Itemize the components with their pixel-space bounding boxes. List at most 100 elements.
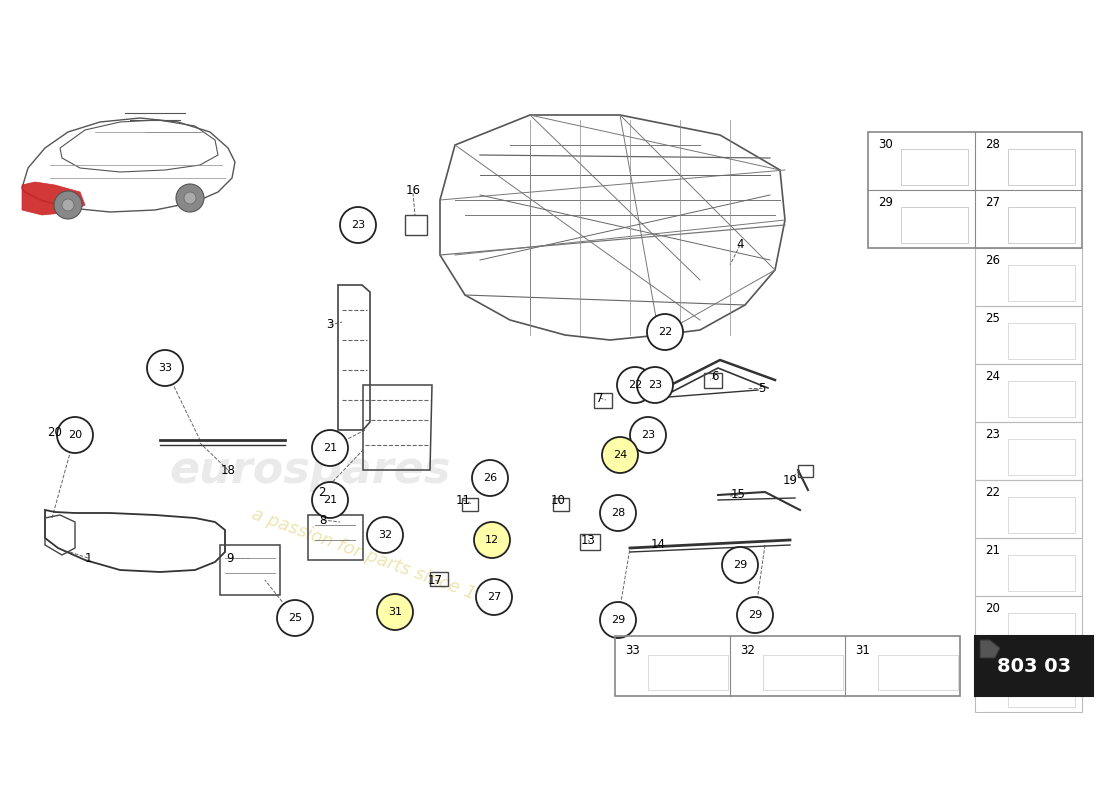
Circle shape: [647, 314, 683, 350]
Bar: [1008, 149, 1075, 185]
Bar: [975, 636, 1093, 696]
Text: 30: 30: [879, 138, 893, 150]
Circle shape: [600, 602, 636, 638]
Bar: [594, 393, 612, 408]
Text: 5: 5: [758, 382, 766, 394]
Text: 21: 21: [323, 495, 337, 505]
Text: 22: 22: [628, 380, 642, 390]
Text: 13: 13: [581, 534, 595, 546]
Text: 23: 23: [986, 427, 1000, 441]
Text: 19: 19: [782, 474, 797, 486]
Circle shape: [184, 192, 196, 204]
Text: 29: 29: [748, 610, 762, 620]
Circle shape: [617, 367, 653, 403]
Text: 803 03: 803 03: [997, 657, 1071, 675]
Text: 20: 20: [47, 426, 63, 438]
Polygon shape: [980, 640, 1000, 658]
Text: eurospares: eurospares: [169, 449, 451, 491]
Text: 3: 3: [327, 318, 333, 331]
Bar: [901, 149, 968, 185]
Text: 29: 29: [733, 560, 747, 570]
Circle shape: [737, 597, 773, 633]
Bar: [975, 596, 1082, 654]
Text: 15: 15: [730, 489, 746, 502]
Text: 4: 4: [736, 238, 744, 251]
Text: 12: 12: [485, 535, 499, 545]
Text: 8: 8: [319, 514, 327, 526]
Circle shape: [312, 482, 348, 518]
Circle shape: [62, 199, 74, 211]
Bar: [580, 534, 600, 550]
Circle shape: [476, 579, 512, 615]
Text: 29: 29: [610, 615, 625, 625]
Text: 23: 23: [641, 430, 656, 440]
Bar: [615, 636, 960, 696]
Text: 24: 24: [613, 450, 627, 460]
Text: 16: 16: [406, 183, 420, 197]
Bar: [975, 248, 1082, 306]
Bar: [975, 422, 1082, 480]
Circle shape: [57, 417, 94, 453]
Bar: [798, 465, 813, 477]
Bar: [430, 572, 448, 586]
Circle shape: [54, 191, 82, 219]
Text: 24: 24: [986, 370, 1001, 382]
Bar: [878, 655, 958, 690]
Circle shape: [602, 437, 638, 473]
Text: 20: 20: [986, 602, 1000, 614]
Bar: [1008, 323, 1075, 359]
Bar: [1008, 671, 1075, 707]
Text: 31: 31: [388, 607, 401, 617]
Text: 10: 10: [551, 494, 565, 506]
Bar: [462, 498, 478, 511]
Text: 12: 12: [986, 659, 1001, 673]
Bar: [648, 655, 728, 690]
Text: 29: 29: [879, 195, 893, 209]
Bar: [763, 655, 843, 690]
Circle shape: [600, 495, 636, 531]
Bar: [405, 215, 427, 235]
Polygon shape: [22, 182, 85, 215]
Bar: [1008, 265, 1075, 301]
Bar: [1008, 207, 1075, 243]
Text: 27: 27: [986, 195, 1001, 209]
Bar: [975, 654, 1082, 712]
Bar: [1008, 439, 1075, 475]
Text: 18: 18: [221, 463, 235, 477]
Text: 26: 26: [483, 473, 497, 483]
Bar: [220, 545, 280, 595]
Bar: [901, 207, 968, 243]
Bar: [704, 373, 722, 388]
Text: 25: 25: [288, 613, 302, 623]
Circle shape: [474, 522, 510, 558]
Text: 26: 26: [986, 254, 1001, 266]
Text: 33: 33: [158, 363, 172, 373]
Text: 1: 1: [85, 551, 91, 565]
Text: 6: 6: [712, 370, 718, 383]
Text: 21: 21: [986, 543, 1001, 557]
Bar: [1008, 555, 1075, 591]
Bar: [553, 498, 569, 511]
Circle shape: [312, 430, 348, 466]
Circle shape: [722, 547, 758, 583]
Bar: [1008, 381, 1075, 417]
Text: 22: 22: [986, 486, 1001, 498]
Circle shape: [637, 367, 673, 403]
Bar: [975, 364, 1082, 422]
Circle shape: [472, 460, 508, 496]
Bar: [1008, 497, 1075, 533]
Text: 21: 21: [323, 443, 337, 453]
Bar: [975, 306, 1082, 364]
Bar: [1008, 613, 1075, 649]
Circle shape: [367, 517, 403, 553]
Text: 28: 28: [610, 508, 625, 518]
Text: 28: 28: [986, 138, 1000, 150]
Text: 23: 23: [648, 380, 662, 390]
Circle shape: [630, 417, 666, 453]
Circle shape: [176, 184, 204, 212]
Text: 17: 17: [428, 574, 442, 586]
Text: 27: 27: [487, 592, 502, 602]
Circle shape: [340, 207, 376, 243]
Text: 11: 11: [455, 494, 471, 506]
Circle shape: [147, 350, 183, 386]
